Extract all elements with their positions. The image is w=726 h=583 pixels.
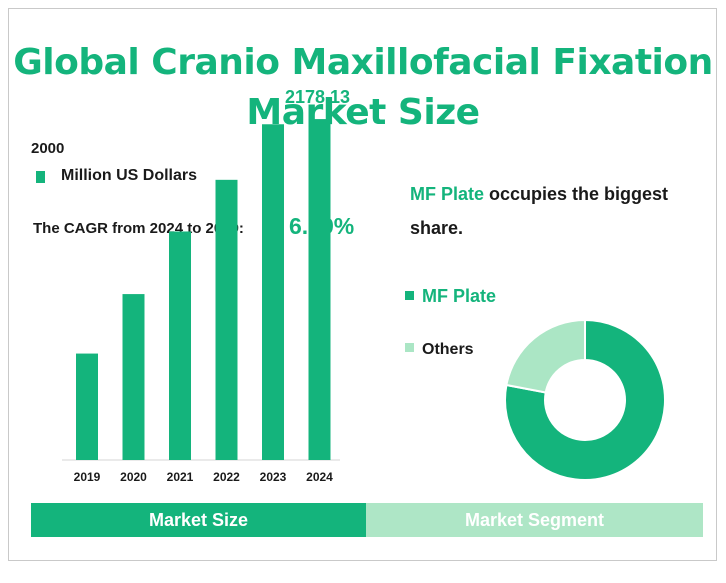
title-line-2: Market Size bbox=[246, 92, 480, 133]
x-tick-label: 2020 bbox=[120, 470, 147, 484]
legend-swatch bbox=[36, 171, 45, 183]
tab-market-segment[interactable]: Market Segment bbox=[366, 503, 703, 537]
bar-2023 bbox=[262, 124, 284, 461]
title-line-1: Global Cranio Maxillofacial Fixation bbox=[13, 42, 713, 83]
bar-2022 bbox=[215, 179, 238, 460]
x-tick-label: 2023 bbox=[260, 470, 287, 484]
x-tick-label: 2024 bbox=[306, 470, 333, 484]
legend-label: Million US Dollars bbox=[61, 167, 198, 184]
donut-slice-others bbox=[505, 318, 586, 394]
segment-legend-label: Others bbox=[422, 341, 474, 358]
bar-value-label: 2178.13 bbox=[285, 87, 350, 107]
donut-slice-mf-plate bbox=[504, 318, 666, 481]
bar-2019 bbox=[76, 353, 98, 460]
x-tick-label: 2019 bbox=[74, 470, 101, 484]
share-highlight: MF Plate bbox=[410, 184, 485, 204]
y-tick-label: 2000 bbox=[31, 140, 64, 157]
bar-2024 bbox=[308, 119, 331, 460]
segment-legend-swatch bbox=[405, 343, 414, 352]
cagr-label: The CAGR from 2024 to 2029: bbox=[33, 220, 244, 237]
page-title: Global Cranio Maxillofacial Fixation Mar… bbox=[0, 38, 726, 138]
bar-2020 bbox=[122, 294, 145, 460]
bar-2021 bbox=[169, 231, 191, 460]
x-tick-label: 2021 bbox=[167, 470, 194, 484]
segment-legend-swatch bbox=[405, 291, 414, 300]
x-tick-label: 2022 bbox=[213, 470, 240, 484]
share-rest-line1: occupies the biggest bbox=[484, 184, 669, 204]
tab-market-size[interactable]: Market Size bbox=[31, 503, 366, 537]
share-rest-line2: share. bbox=[410, 218, 464, 238]
segment-legend-label: MF Plate bbox=[422, 286, 496, 306]
share-statement: MF Plate occupies the biggest share. bbox=[410, 177, 710, 245]
